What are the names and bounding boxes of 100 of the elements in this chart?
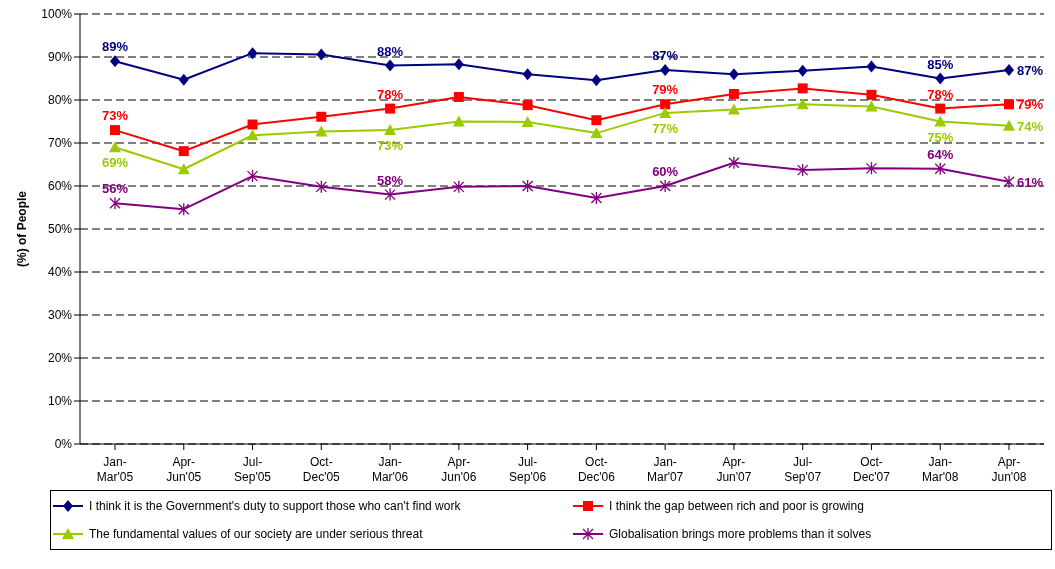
point	[591, 74, 602, 87]
point	[935, 72, 946, 85]
x-tick-label: Jul-Sep'05	[234, 455, 272, 484]
x-tick-label: Oct-Dec'05	[302, 455, 341, 484]
point	[1004, 63, 1014, 76]
point	[522, 100, 533, 111]
point	[590, 127, 603, 139]
data-label: 73%	[377, 138, 404, 154]
legend-label: I think it is the Government's duty to support those who can't find work	[89, 499, 461, 513]
point	[797, 163, 809, 177]
point	[1004, 99, 1014, 110]
y-tick-label: 10%	[47, 394, 73, 409]
data-label: 85%	[927, 56, 954, 72]
data-label: 58%	[377, 172, 404, 188]
point	[797, 64, 808, 77]
x-tick-label: Jan-Mar'07	[647, 455, 684, 484]
point	[178, 146, 189, 157]
point	[109, 196, 121, 210]
point	[521, 115, 534, 127]
data-label: 60%	[652, 164, 679, 179]
data-label: 79%	[1017, 97, 1044, 113]
point	[247, 47, 258, 60]
point	[659, 106, 672, 118]
point	[728, 68, 739, 81]
y-tick-label: 30%	[47, 308, 73, 323]
y-tick-label: 80%	[47, 93, 73, 108]
x-tick-label: Oct-Dec'07	[852, 455, 891, 484]
data-label: 78%	[927, 86, 954, 102]
data-label: 73%	[101, 108, 129, 124]
data-label: 78%	[377, 86, 404, 102]
point	[865, 161, 878, 176]
x-tick-label: Oct-Dec'06	[577, 455, 616, 484]
point	[110, 125, 120, 136]
point	[521, 179, 534, 193]
point	[315, 125, 328, 137]
x-tick-label: Apr-Jun'07	[716, 455, 752, 484]
y-tick-label: 60%	[47, 179, 73, 194]
data-label: 56%	[101, 181, 129, 197]
point	[660, 99, 671, 110]
point	[316, 111, 327, 122]
x-tick-label: Jan-Mar'05	[96, 455, 134, 484]
point	[110, 55, 120, 68]
x-tick-label: Jan-Mar'08	[922, 455, 959, 484]
point	[385, 103, 396, 114]
data-label: 74%	[1017, 118, 1044, 134]
point	[247, 119, 258, 130]
point	[246, 129, 259, 141]
legend-label: The fundamental values of our society are under serious threat	[89, 527, 423, 541]
point	[178, 202, 190, 216]
x-tick-label: Jan-Mar'06	[371, 455, 409, 484]
legend-label: I think the gap between rich and poor is growing	[609, 499, 864, 513]
point	[453, 91, 464, 102]
point	[109, 141, 121, 153]
point	[178, 73, 189, 86]
point	[796, 98, 809, 110]
point	[1003, 119, 1015, 131]
y-tick-label: 70%	[47, 136, 73, 151]
y-tick-label: 20%	[47, 351, 73, 366]
y-tick-label: 100%	[41, 7, 73, 22]
data-label: 79%	[652, 82, 679, 98]
point	[384, 124, 397, 136]
point	[660, 63, 671, 76]
point	[866, 89, 877, 100]
point	[728, 88, 739, 99]
data-label: 69%	[101, 155, 129, 171]
point	[590, 191, 603, 205]
point	[865, 100, 878, 112]
point	[591, 115, 602, 126]
point	[315, 180, 327, 194]
point	[934, 162, 946, 176]
point	[384, 187, 396, 202]
y-axis-title: (%) of People	[15, 190, 30, 268]
point	[316, 48, 327, 61]
y-tick-label: 90%	[47, 50, 73, 65]
x-tick-label: Apr-Jun'06	[441, 455, 477, 484]
point	[453, 58, 464, 71]
point	[659, 179, 671, 193]
point	[1003, 175, 1015, 189]
point	[177, 163, 190, 175]
point	[246, 169, 259, 183]
data-label: 61%	[1017, 174, 1044, 190]
data-label: 89%	[101, 39, 129, 55]
point	[866, 60, 877, 73]
data-label: 64%	[927, 146, 954, 162]
y-tick-label: 50%	[47, 222, 73, 237]
x-tick-label: Jul-Sep'07	[784, 455, 822, 484]
x-tick-label: Apr-Jun'05	[166, 455, 202, 484]
data-label: 87%	[652, 47, 679, 63]
point	[452, 115, 465, 127]
data-label: 88%	[377, 43, 404, 59]
y-tick-label: 40%	[47, 265, 73, 280]
x-tick-label: Jul-Sep'06	[509, 455, 547, 484]
data-label: 75%	[927, 129, 954, 145]
data-label: 87%	[1017, 62, 1044, 78]
point	[522, 68, 533, 81]
point	[727, 103, 740, 115]
point	[797, 83, 808, 94]
point	[935, 103, 946, 114]
legend-label: Globalisation brings more problems than it solves	[609, 527, 872, 541]
point	[934, 115, 947, 127]
